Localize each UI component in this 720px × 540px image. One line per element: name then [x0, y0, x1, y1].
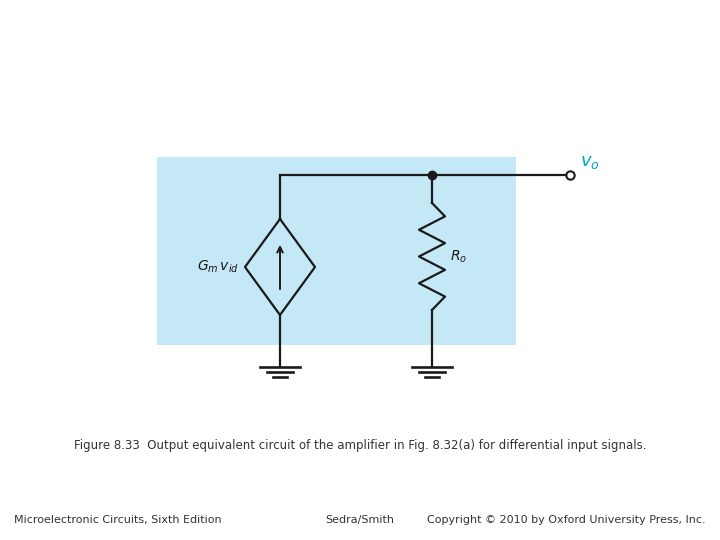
Text: Figure 8.33  Output equivalent circuit of the amplifier in Fig. 8.32(a) for diff: Figure 8.33 Output equivalent circuit of… — [73, 438, 647, 451]
Text: Copyright © 2010 by Oxford University Press, Inc.: Copyright © 2010 by Oxford University Pr… — [428, 515, 706, 525]
Text: $R_o$: $R_o$ — [450, 248, 467, 265]
Text: Microelectronic Circuits, Sixth Edition: Microelectronic Circuits, Sixth Edition — [14, 515, 222, 525]
Text: $v_o$: $v_o$ — [580, 153, 600, 171]
Text: Sedra/Smith: Sedra/Smith — [325, 515, 395, 525]
Bar — [157, 157, 516, 345]
Text: $G_m\,v_{id}$: $G_m\,v_{id}$ — [197, 259, 239, 275]
